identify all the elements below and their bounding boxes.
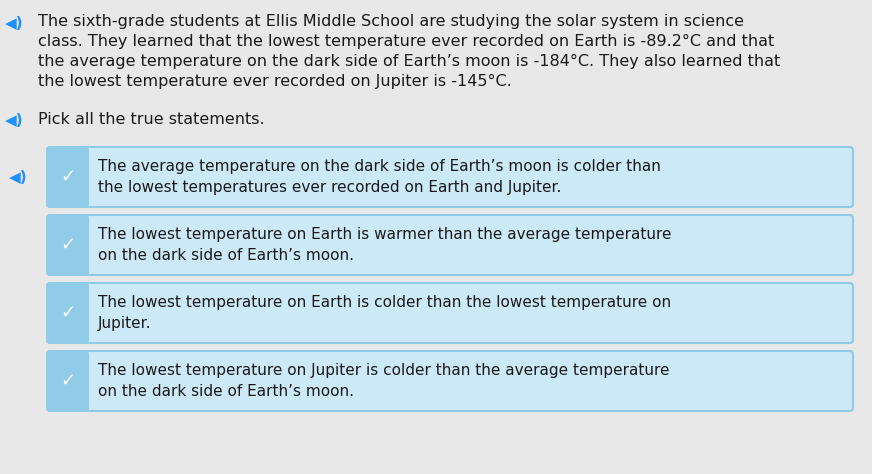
Text: ✓: ✓	[60, 168, 76, 186]
Text: the average temperature on the dark side of Earth’s moon is -184°C. They also le: the average temperature on the dark side…	[38, 54, 780, 69]
FancyBboxPatch shape	[47, 215, 89, 275]
Text: The average temperature on the dark side of Earth’s moon is colder than
the lowe: The average temperature on the dark side…	[98, 159, 661, 195]
Text: ◀): ◀)	[5, 16, 24, 31]
Text: The lowest temperature on Jupiter is colder than the average temperature
on the : The lowest temperature on Jupiter is col…	[98, 363, 670, 399]
Text: Pick all the true statements.: Pick all the true statements.	[38, 112, 264, 127]
Bar	[80, 219, 88, 271]
Bar	[80, 151, 88, 203]
FancyBboxPatch shape	[47, 147, 89, 207]
Text: ✓: ✓	[60, 372, 76, 390]
Text: the lowest temperature ever recorded on Jupiter is -145°C.: the lowest temperature ever recorded on …	[38, 74, 512, 89]
FancyBboxPatch shape	[47, 351, 853, 411]
FancyBboxPatch shape	[47, 147, 853, 207]
Text: ◀): ◀)	[5, 113, 24, 128]
Text: The lowest temperature on Earth is warmer than the average temperature
on the da: The lowest temperature on Earth is warme…	[98, 227, 671, 263]
Text: class. They learned that the lowest temperature ever recorded on Earth is -89.2°: class. They learned that the lowest temp…	[38, 34, 774, 49]
Text: The lowest temperature on Earth is colder than the lowest temperature on
Jupiter: The lowest temperature on Earth is colde…	[98, 295, 671, 331]
FancyBboxPatch shape	[47, 283, 853, 343]
Text: The sixth-grade students at Ellis Middle School are studying the solar system in: The sixth-grade students at Ellis Middle…	[38, 14, 744, 29]
FancyBboxPatch shape	[47, 215, 853, 275]
Bar	[80, 355, 88, 407]
Text: ◀): ◀)	[9, 170, 27, 184]
Bar	[80, 287, 88, 339]
Text: ✓: ✓	[60, 236, 76, 254]
FancyBboxPatch shape	[47, 351, 89, 411]
Text: ✓: ✓	[60, 304, 76, 322]
FancyBboxPatch shape	[47, 283, 89, 343]
